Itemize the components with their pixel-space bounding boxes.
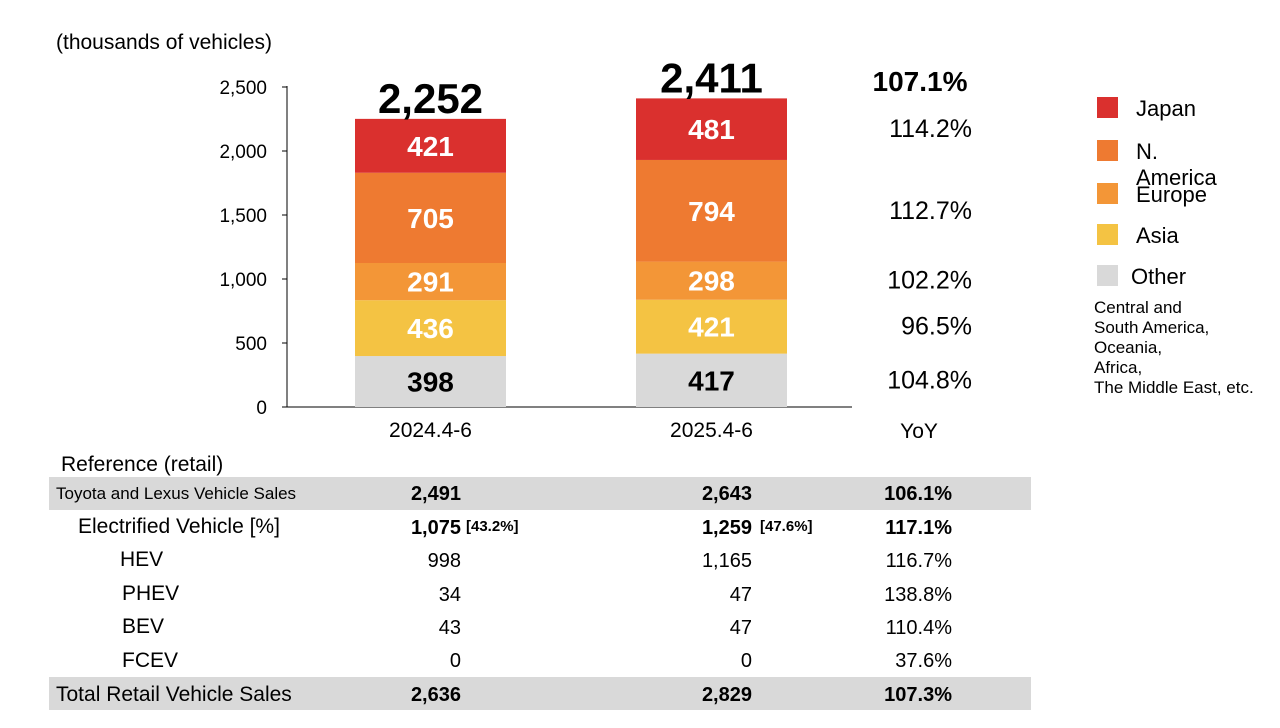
legend-label-other: Other [1131,264,1187,289]
legend-swatch-japan [1097,97,1118,118]
data-label-other: 398 [407,367,454,398]
x-tick-label: 2025.4-6 [670,419,753,442]
bar-segment-japan [636,98,787,160]
value-2025-bev: 47 [729,617,752,639]
reference-title: Reference (retail) [61,453,224,476]
value-2024-phev: 34 [438,584,461,606]
bar-total-label: 2,252 [378,75,483,122]
value-2025-total-retail: 2,829 [701,684,752,706]
y-tick-label: 500 [235,334,267,355]
row-label-total-retail: Total Retail Vehicle Sales [56,683,292,706]
bar-segment-other [355,356,506,407]
value-2024-electrified: 1,075 [410,517,461,539]
data-label-n-america: 705 [407,203,454,234]
legend-label-asia: Asia [1136,223,1179,248]
value-2025-toyota-lexus: 2,643 [701,483,752,505]
bar-total-label: 2,411 [660,54,763,101]
yoy-header: YoY [900,420,938,443]
yoy-asia: 96.5% [901,313,972,341]
yoy-toyota-lexus: 106.1% [884,483,952,505]
row-label-hev: HEV [120,548,164,571]
value-2025-hev: 1,165 [701,550,752,572]
value-2024-bev: 43 [438,617,461,639]
bar-segment-europe [355,263,506,301]
yoy-total-retail: 107.3% [884,684,952,706]
share-2024-electrified: [43.2%] [466,518,519,535]
bar-segment-other [636,353,787,407]
value-2024-hev: 998 [427,550,461,572]
legend-label-europe: Europe [1136,182,1207,207]
y-tick-label: 0 [256,398,267,419]
bar-segment-n-america [355,172,506,263]
legend-swatch-europe [1097,183,1118,204]
data-label-japan: 421 [407,131,454,162]
yoy-electrified: 117.1% [885,517,952,539]
y-tick-label: 2,000 [219,142,267,163]
legend-swatch-asia [1097,224,1118,245]
row-label-toyota-lexus: Toyota and Lexus Vehicle Sales [56,484,297,503]
row-label-electrified: Electrified Vehicle [%] [78,515,280,538]
yoy-europe: 102.2% [887,267,972,295]
data-label-europe: 291 [407,267,454,298]
legend-label-japan: Japan [1136,96,1196,121]
yoy-fcev: 37.6% [895,650,952,672]
yoy-other: 104.8% [887,366,972,394]
legend-note-other-regions: Central and South America, Oceania, Afri… [1094,298,1254,397]
y-tick-label: 1,000 [219,270,267,291]
value-2024-toyota-lexus: 2,491 [410,483,461,505]
share-2025-electrified: [47.6%] [760,518,813,535]
legend-swatch-n-america [1097,140,1118,161]
data-label-europe: 298 [688,266,735,297]
bar-segment-europe [636,261,787,300]
value-2024-total-retail: 2,636 [410,684,461,706]
value-2024-fcev: 0 [449,650,461,672]
bar-segment-asia [355,300,506,357]
yoy-hev: 116.7% [885,550,952,572]
units-label: (thousands of vehicles) [56,31,272,54]
data-label-japan: 481 [688,114,735,145]
data-label-other: 417 [688,365,735,396]
legend-swatch-other [1097,265,1118,286]
bar-segment-n-america [636,159,787,262]
yoy-bev: 110.4% [885,617,952,639]
value-2025-phev: 47 [729,584,752,606]
value-2025-fcev: 0 [740,650,752,672]
data-label-asia: 421 [688,312,735,343]
legend-label-n-america: N. America [1136,139,1217,190]
bar-segment-asia [636,299,787,354]
row-label-bev: BEV [122,615,165,638]
table-row-band [49,477,1031,510]
y-tick-label: 2,500 [219,78,267,99]
bar-segment-japan [355,118,506,173]
data-label-n-america: 794 [688,196,735,227]
row-label-fcev: FCEV [122,649,179,672]
yoy-phev: 138.8% [884,584,952,606]
row-label-phev: PHEV [122,582,180,605]
yoy-japan: 114.2% [889,115,972,143]
data-label-asia: 436 [407,313,454,344]
yoy-total: 107.1% [873,66,968,97]
table-row-band [49,677,1031,710]
y-tick-label: 1,500 [219,206,267,227]
x-tick-label: 2024.4-6 [389,419,472,442]
value-2025-electrified: 1,259 [701,517,752,539]
yoy-n-america: 112.7% [889,197,972,225]
